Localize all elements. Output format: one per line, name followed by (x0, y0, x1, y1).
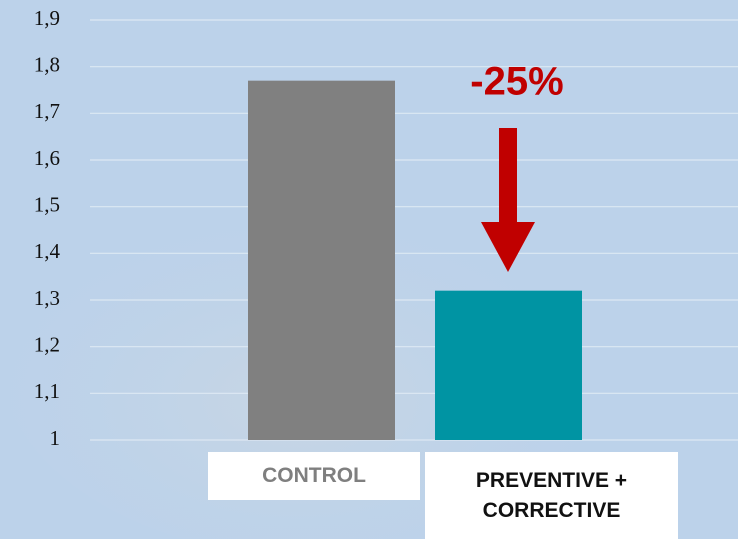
y-tick-label: 1,8 (34, 52, 60, 76)
y-tick-label: 1 (50, 426, 61, 450)
y-tick-label: 1,5 (34, 192, 60, 216)
arrow-head (481, 222, 535, 272)
y-tick-label: 1,2 (34, 332, 60, 356)
y-tick-label: 1,7 (34, 99, 60, 123)
annotation: -25% (470, 60, 563, 104)
y-tick-label: 1,4 (34, 239, 61, 263)
x-tick-label: CONTROL (208, 452, 420, 500)
y-tick-label: 1,9 (34, 6, 60, 30)
y-tick-label: 1,3 (34, 286, 60, 310)
y-tick-label: 1,6 (34, 146, 60, 170)
bar (435, 290, 582, 440)
y-tick-label: 1,1 (34, 379, 60, 403)
x-tick-label: PREVENTIVE + CORRECTIVE (425, 452, 678, 539)
bar (248, 80, 395, 441)
